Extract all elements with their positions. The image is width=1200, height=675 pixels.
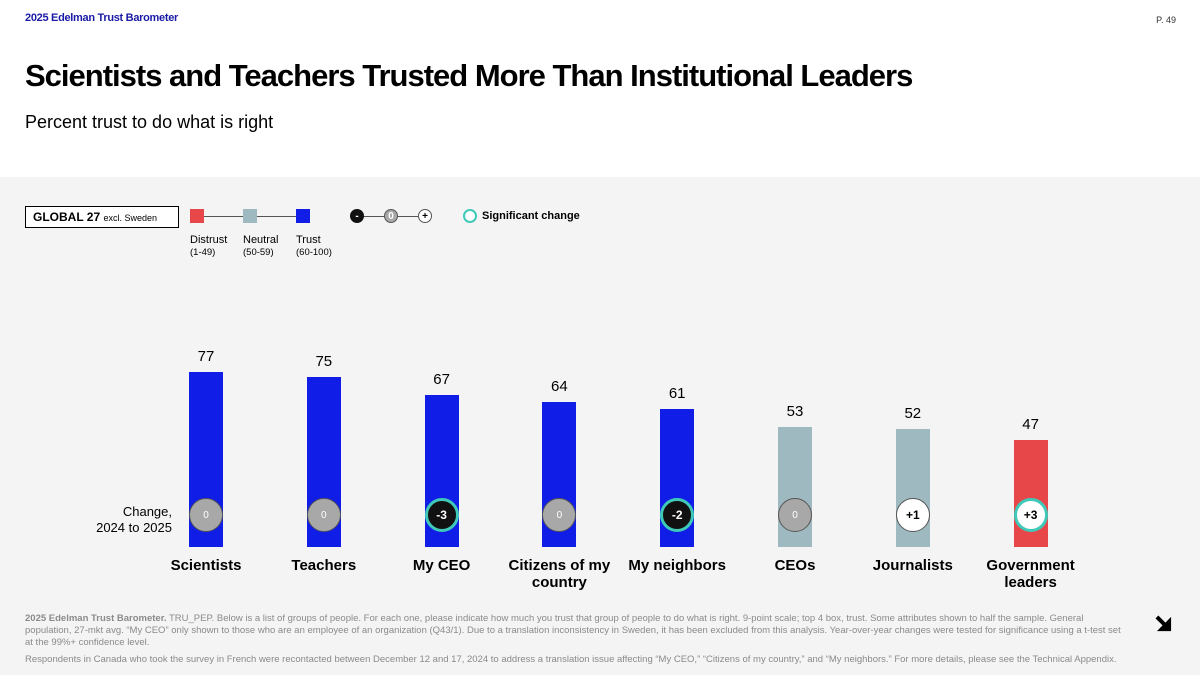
change-label: +3 [1023,508,1038,522]
change-circle: -3 [424,498,459,532]
legend-range: (1-49) [190,247,216,258]
category-label: Journalists [872,557,953,574]
change-circle: 0 [306,498,341,532]
category-label: Citizens of my country [508,557,611,591]
value-label: 67 [433,370,450,388]
change-circle: +1 [895,498,930,532]
footnote: Respondents in Canada who took the surve… [25,654,1117,665]
change-circle: 0 [778,498,812,532]
category-label: My neighbors [628,557,726,574]
change-symbol: + [418,209,432,223]
page-number: P. 49 [1156,15,1176,25]
change-circle: +3 [1013,498,1048,532]
legend-label: Trust [296,234,321,246]
footnote: 2025 Edelman Trust Barometer. TRU_PEP. B… [25,613,1130,649]
change-circle: 0 [542,498,577,532]
change-circle: 0 [189,498,223,532]
value-label: 53 [786,402,804,420]
arrow-icon [1155,615,1172,632]
change-label: 0 [792,509,798,521]
change-symbol: - [350,209,364,223]
scope-note: excl. Sweden [103,213,157,223]
value-label: 61 [668,384,686,402]
legend-swatch [190,209,204,223]
scope-box: GLOBAL 27 excl. Sweden [25,206,179,228]
footnote-text: TRU_PEP. Below is a list of groups of pe… [25,613,1121,648]
footnote-source: 2025 Edelman Trust Barometer. [25,613,167,624]
change-symbol: 0 [384,209,398,223]
value-label: 77 [197,348,215,366]
legend-swatch [296,209,310,223]
change-label: Change, 2024 to 2025 [96,504,172,535]
significant-icon [463,209,477,223]
legend-label: Distrust [190,234,228,246]
value-label: 52 [904,404,922,422]
scope: GLOBAL 27 [33,210,101,224]
brand: 2025 Edelman Trust Barometer [25,12,179,24]
title: Scientists and Teachers Trusted More Tha… [25,58,913,93]
change-label: 0 [556,509,563,521]
category-label: Teachers [291,557,357,574]
legend-label: Neutral [243,234,279,246]
category-label: Government leaders [986,557,1075,591]
change-label: -2 [671,508,683,522]
subtitle: Percent trust to do what is right [25,112,274,132]
value-label: 47 [1022,416,1039,434]
legend-swatch [243,209,257,223]
category-label: My CEO [412,557,471,574]
change-label: 0 [321,509,327,521]
change-circle: -2 [660,498,695,532]
significant-label: Significant change [482,210,580,222]
change-label: -3 [436,508,447,522]
change-label: 0 [203,509,209,521]
change-label: +1 [905,508,920,522]
legend-range: (50-59) [243,247,274,258]
value-label: 75 [315,352,333,370]
value-label: 64 [551,377,568,395]
category-label: Scientists [170,557,242,574]
category-label: CEOs [774,557,816,574]
legend-range: (60-100) [296,247,332,258]
